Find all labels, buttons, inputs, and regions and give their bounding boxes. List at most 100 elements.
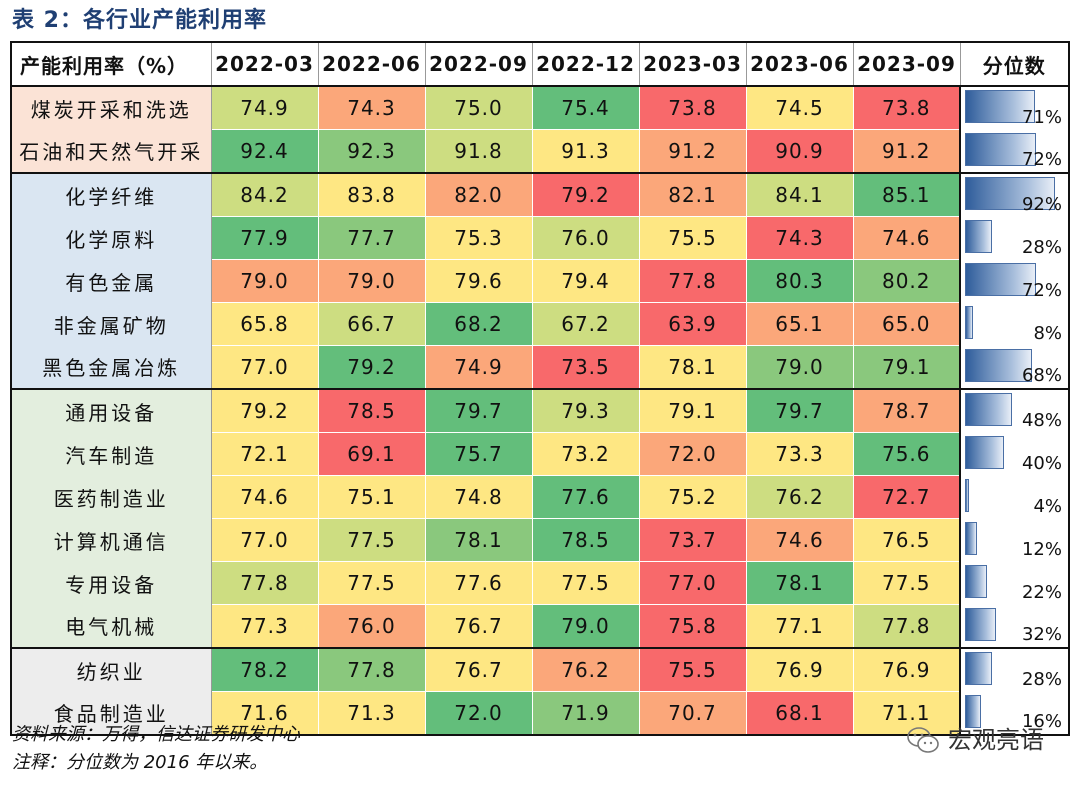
utilization-value: 77.9 — [210, 216, 318, 260]
percentile-cell: 48% — [959, 389, 1070, 433]
percentile-cell: 28% — [959, 648, 1070, 692]
utilization-value: 65.1 — [745, 302, 853, 346]
utilization-value: 76.9 — [852, 648, 960, 692]
header-period: 2022-03 — [210, 41, 318, 87]
utilization-value: 74.3 — [745, 216, 853, 260]
utilization-value: 75.1 — [317, 475, 425, 519]
utilization-value: 74.6 — [210, 475, 318, 519]
percentile-bar — [965, 435, 1004, 469]
percentile-cell: 72% — [959, 129, 1070, 174]
percentile-bar — [965, 219, 992, 253]
utilization-value: 77.5 — [317, 518, 425, 562]
industry-name: 纺织业 — [10, 648, 212, 692]
utilization-value: 78.1 — [424, 518, 532, 562]
table-row: 化学原料 77.9 77.7 75.3 76.0 75.5 74.3 74.6 28% — [10, 216, 1070, 260]
utilization-value: 77.8 — [638, 259, 746, 303]
utilization-value: 74.5 — [745, 86, 853, 130]
percentile-label: 92% — [1021, 193, 1062, 215]
percentile-cell: 8% — [959, 302, 1070, 346]
utilization-value: 70.7 — [638, 691, 746, 736]
industry-name: 非金属矿物 — [10, 302, 212, 346]
percentile-label: 22% — [1021, 581, 1062, 603]
table-row: 汽车制造 72.1 69.1 75.7 73.2 72.0 73.3 75.6 40% — [10, 432, 1070, 476]
header-row: 产能利用率（%） 2022-03 2022-06 2022-09 2022-12 2023… — [10, 41, 1070, 87]
percentile-label: 12% — [1021, 538, 1062, 560]
utilization-value: 74.6 — [852, 216, 960, 260]
percentile-cell: 71% — [959, 86, 1070, 130]
utilization-value: 82.1 — [638, 173, 746, 217]
percentile-cell: 16% — [959, 691, 1070, 736]
utilization-value: 78.1 — [745, 561, 853, 605]
utilization-value: 76.2 — [745, 475, 853, 519]
utilization-value: 77.5 — [852, 561, 960, 605]
utilization-value: 78.5 — [317, 389, 425, 433]
watermark-text: 宏观亮语 — [948, 726, 1044, 754]
industry-name: 化学纤维 — [10, 173, 212, 217]
utilization-value: 79.7 — [424, 389, 532, 433]
utilization-value: 75.5 — [638, 216, 746, 260]
utilization-value: 67.2 — [531, 302, 639, 346]
utilization-value: 75.5 — [638, 648, 746, 692]
utilization-value: 77.6 — [424, 561, 532, 605]
utilization-value: 79.1 — [852, 345, 960, 390]
header-period: 2022-06 — [317, 41, 425, 87]
utilization-value: 78.2 — [210, 648, 318, 692]
utilization-value: 77.6 — [531, 475, 639, 519]
percentile-label: 71% — [1021, 106, 1062, 128]
percentile-bar — [965, 90, 1035, 123]
utilization-value: 80.2 — [852, 259, 960, 303]
utilization-value: 77.8 — [852, 604, 960, 649]
table-row: 黑色金属冶炼 77.0 79.2 74.9 73.5 78.1 79.0 79.1 68% — [10, 345, 1070, 390]
utilization-value: 71.9 — [531, 691, 639, 736]
percentile-label: 4% — [1033, 495, 1062, 517]
industry-name: 化学原料 — [10, 216, 212, 260]
utilization-value: 77.3 — [210, 604, 318, 649]
utilization-value: 75.2 — [638, 475, 746, 519]
utilization-value: 71.1 — [852, 691, 960, 736]
utilization-value: 75.3 — [424, 216, 532, 260]
utilization-value: 79.0 — [317, 259, 425, 303]
table-row: 食品制造业 71.6 71.3 72.0 71.9 70.7 68.1 71.1 16% — [10, 691, 1070, 736]
utilization-value: 75.6 — [852, 432, 960, 476]
percentile-cell: 68% — [959, 345, 1070, 390]
percentile-cell: 32% — [959, 604, 1070, 649]
percentile-bar — [965, 177, 1055, 210]
header-period: 2023-03 — [638, 41, 746, 87]
utilization-value: 77.5 — [317, 561, 425, 605]
utilization-value: 82.0 — [424, 173, 532, 217]
percentile-label: 8% — [1033, 322, 1062, 344]
industry-name: 石油和天然气开采 — [10, 129, 212, 174]
utilization-value: 79.2 — [317, 345, 425, 390]
table-row: 计算机通信 77.0 77.5 78.1 78.5 73.7 74.6 76.5 12% — [10, 518, 1070, 562]
industry-name: 计算机通信 — [10, 518, 212, 562]
utilization-value: 79.0 — [210, 259, 318, 303]
utilization-value: 92.4 — [210, 129, 318, 174]
utilization-value: 72.0 — [424, 691, 532, 736]
utilization-value: 79.1 — [638, 389, 746, 433]
industry-name: 煤炭开采和洗选 — [10, 86, 212, 130]
table-row: 石油和天然气开采 92.4 92.3 91.8 91.3 91.2 90.9 91.2 72% — [10, 129, 1070, 174]
table-row: 化学纤维 84.2 83.8 82.0 79.2 82.1 84.1 85.1 92% — [10, 173, 1070, 217]
utilization-value: 78.5 — [531, 518, 639, 562]
percentile-label: 48% — [1021, 409, 1062, 431]
utilization-value: 77.5 — [531, 561, 639, 605]
utilization-value: 71.3 — [317, 691, 425, 736]
utilization-value: 78.7 — [852, 389, 960, 433]
utilization-value: 75.0 — [424, 86, 532, 130]
table-row: 电气机械 77.3 76.0 76.7 79.0 75.8 77.1 77.8 32% — [10, 604, 1070, 649]
utilization-value: 73.7 — [638, 518, 746, 562]
industry-name: 通用设备 — [10, 389, 212, 433]
utilization-value: 80.3 — [745, 259, 853, 303]
utilization-value: 73.8 — [638, 86, 746, 130]
utilization-value: 83.8 — [317, 173, 425, 217]
utilization-value: 68.1 — [745, 691, 853, 736]
utilization-value: 74.9 — [424, 345, 532, 390]
industry-name: 专用设备 — [10, 561, 212, 605]
percentile-bar — [965, 564, 987, 598]
header-period: 2023-09 — [852, 41, 960, 87]
utilization-value: 84.1 — [745, 173, 853, 217]
utilization-value: 79.2 — [531, 173, 639, 217]
utilization-value: 85.1 — [852, 173, 960, 217]
utilization-value: 74.8 — [424, 475, 532, 519]
percentile-bar — [965, 348, 1032, 382]
